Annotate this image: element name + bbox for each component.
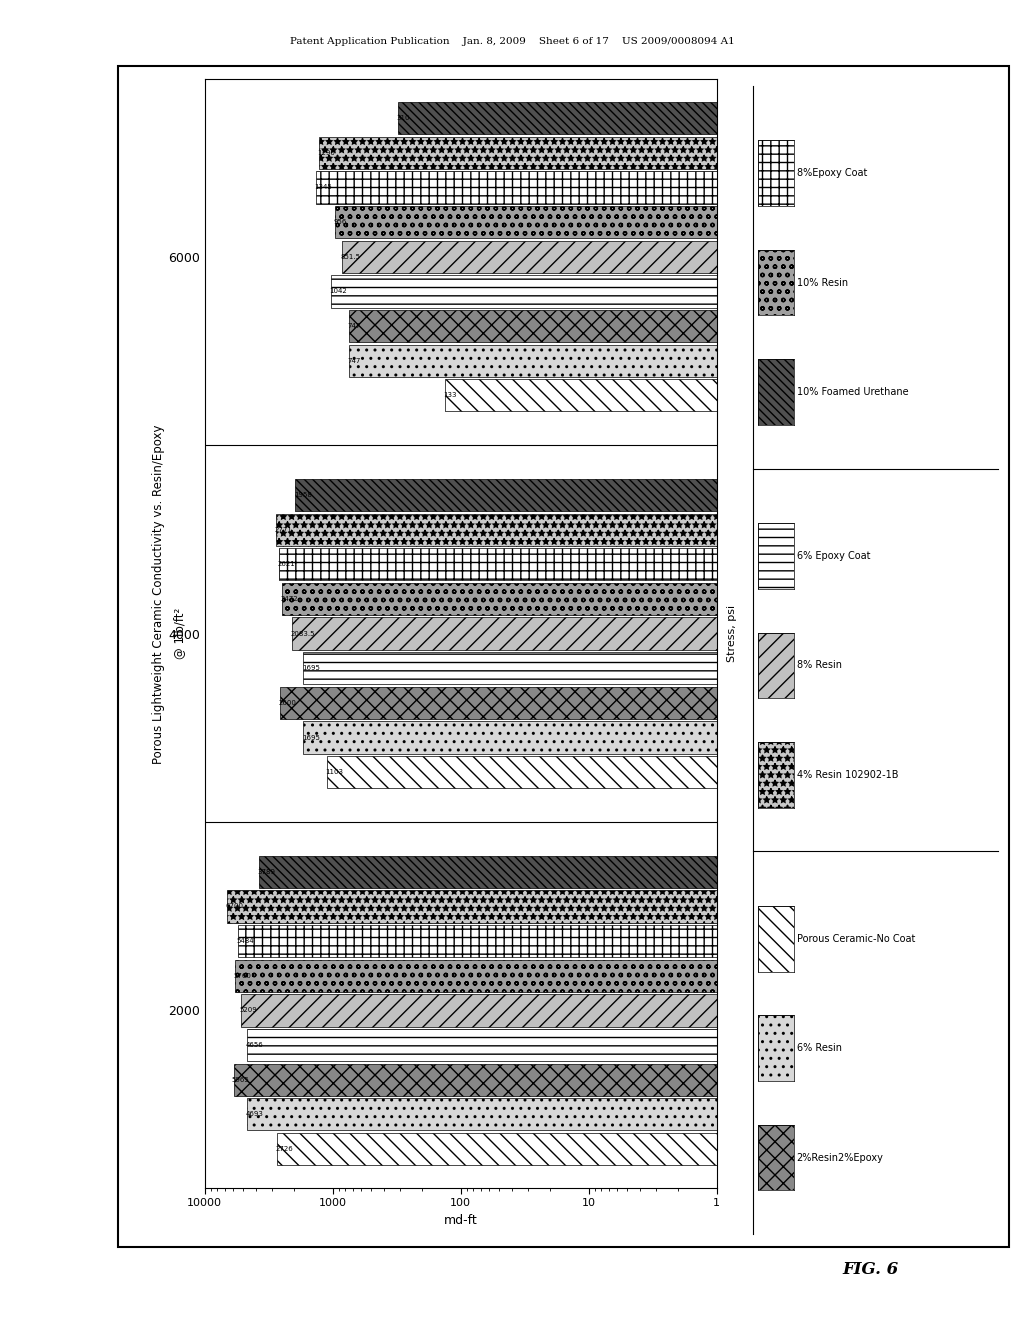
Text: 4656: 4656	[246, 1041, 263, 1048]
Bar	[331, 276, 1024, 308]
Text: 2621: 2621	[278, 561, 295, 568]
Text: 4% Resin 102902-1B: 4% Resin 102902-1B	[797, 770, 898, 780]
Bar	[241, 994, 1024, 1027]
Bar	[292, 618, 1024, 649]
Text: Porous Lightweight Ceramic Conductivity vs. Resin/Epoxy: Porous Lightweight Ceramic Conductivity …	[153, 424, 165, 764]
X-axis label: md-ft: md-ft	[444, 1214, 477, 1228]
Bar	[349, 310, 1024, 342]
Text: 6% Resin: 6% Resin	[797, 1043, 842, 1053]
Text: 1345: 1345	[314, 185, 333, 190]
Text: 2771: 2771	[274, 527, 293, 533]
Text: 6700: 6700	[225, 903, 244, 909]
Bar	[283, 583, 1024, 615]
Bar	[278, 1133, 1024, 1166]
Bar	[276, 513, 1024, 545]
Text: 8% Resin: 8% Resin	[797, 660, 842, 671]
Text: 2600: 2600	[279, 700, 296, 706]
Text: 747: 747	[347, 323, 360, 329]
Text: FIG. 6: FIG. 6	[843, 1262, 898, 1278]
Text: 747: 747	[347, 358, 360, 364]
Bar	[335, 206, 1024, 238]
Bar	[233, 1064, 1024, 1096]
Bar	[342, 240, 1024, 273]
Bar	[349, 345, 1024, 376]
Bar	[328, 756, 1024, 788]
Text: 1042: 1042	[329, 289, 346, 294]
Text: 1103: 1103	[326, 770, 344, 775]
Bar	[280, 686, 1024, 719]
Text: 6% Epoxy Coat: 6% Epoxy Coat	[797, 550, 870, 561]
Text: 1958: 1958	[294, 492, 311, 498]
Text: 1290: 1290	[317, 150, 335, 156]
Text: 8%Epoxy Coat: 8%Epoxy Coat	[797, 168, 867, 178]
Text: Patent Application Publication    Jan. 8, 2009    Sheet 6 of 17    US 2009/00080: Patent Application Publication Jan. 8, 2…	[290, 37, 734, 46]
Text: 851.5: 851.5	[340, 253, 360, 260]
Text: 133: 133	[443, 392, 457, 399]
Text: @ 1lb/ft²: @ 1lb/ft²	[173, 609, 185, 659]
Bar	[445, 379, 1024, 412]
Text: 4693: 4693	[245, 1111, 263, 1117]
Text: 2083.5: 2083.5	[291, 631, 314, 636]
Bar	[247, 1098, 1024, 1130]
Text: 3789: 3789	[257, 869, 275, 875]
Bar	[318, 137, 1024, 169]
Text: Porous Ceramic-No Coat: Porous Ceramic-No Coat	[797, 933, 915, 944]
Text: 10% Resin: 10% Resin	[797, 277, 848, 288]
Text: 2726: 2726	[275, 1146, 293, 1152]
Bar	[259, 855, 1024, 888]
Text: 5760: 5760	[233, 973, 252, 978]
Text: 2%Resin2%Epoxy: 2%Resin2%Epoxy	[797, 1152, 884, 1163]
Text: 10% Foamed Urethane: 10% Foamed Urethane	[797, 387, 908, 397]
Bar	[247, 1030, 1024, 1061]
Bar	[398, 102, 1024, 135]
Bar	[239, 925, 1024, 957]
Bar	[303, 722, 1024, 754]
Bar	[227, 891, 1024, 923]
Text: 956: 956	[334, 219, 347, 226]
Text: 2472: 2472	[281, 595, 298, 602]
Text: 5209: 5209	[240, 1007, 257, 1014]
Bar	[296, 479, 1024, 511]
Bar	[316, 172, 1024, 203]
Text: Stress, psi: Stress, psi	[727, 605, 737, 663]
Text: 1695: 1695	[302, 665, 319, 672]
Bar	[280, 548, 1024, 581]
Text: 5965: 5965	[231, 1077, 250, 1082]
Text: 310: 310	[396, 115, 410, 121]
Bar	[236, 960, 1024, 991]
Bar	[303, 652, 1024, 684]
Text: 1695: 1695	[302, 734, 319, 741]
Text: 5484: 5484	[237, 939, 254, 944]
